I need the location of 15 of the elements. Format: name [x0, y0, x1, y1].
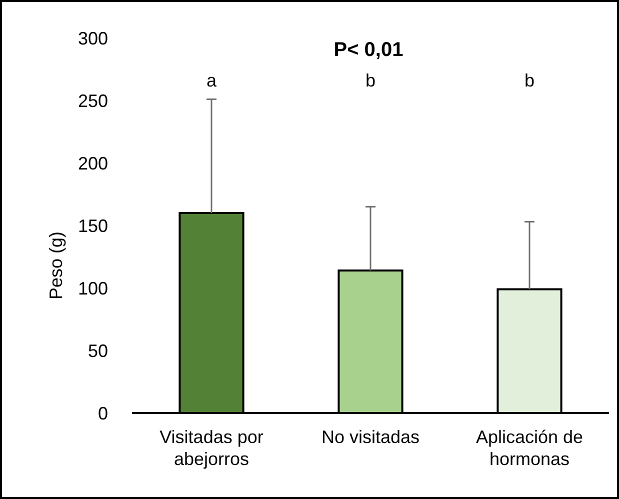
- y-tick-label: 50: [88, 340, 108, 361]
- x-tick-label: No visitadas: [321, 427, 420, 447]
- y-axis-title: Peso (g): [46, 231, 66, 300]
- annotation: a: [206, 70, 218, 90]
- y-tick-label: 200: [78, 153, 108, 174]
- y-tick-label: 250: [78, 90, 108, 111]
- y-tick-label: 150: [78, 216, 108, 236]
- x-tick-label: Visitadas por abejorros: [160, 427, 264, 469]
- annotation: b: [365, 70, 376, 90]
- annotation: b: [524, 70, 535, 90]
- y-tick-label: 300: [78, 28, 108, 48]
- chart-title: P< 0,01: [334, 39, 404, 61]
- y-tick-label: 100: [78, 278, 108, 298]
- y-tick-label: 0: [98, 403, 108, 424]
- x-tick-label: Aplicación de hormonas: [476, 427, 584, 469]
